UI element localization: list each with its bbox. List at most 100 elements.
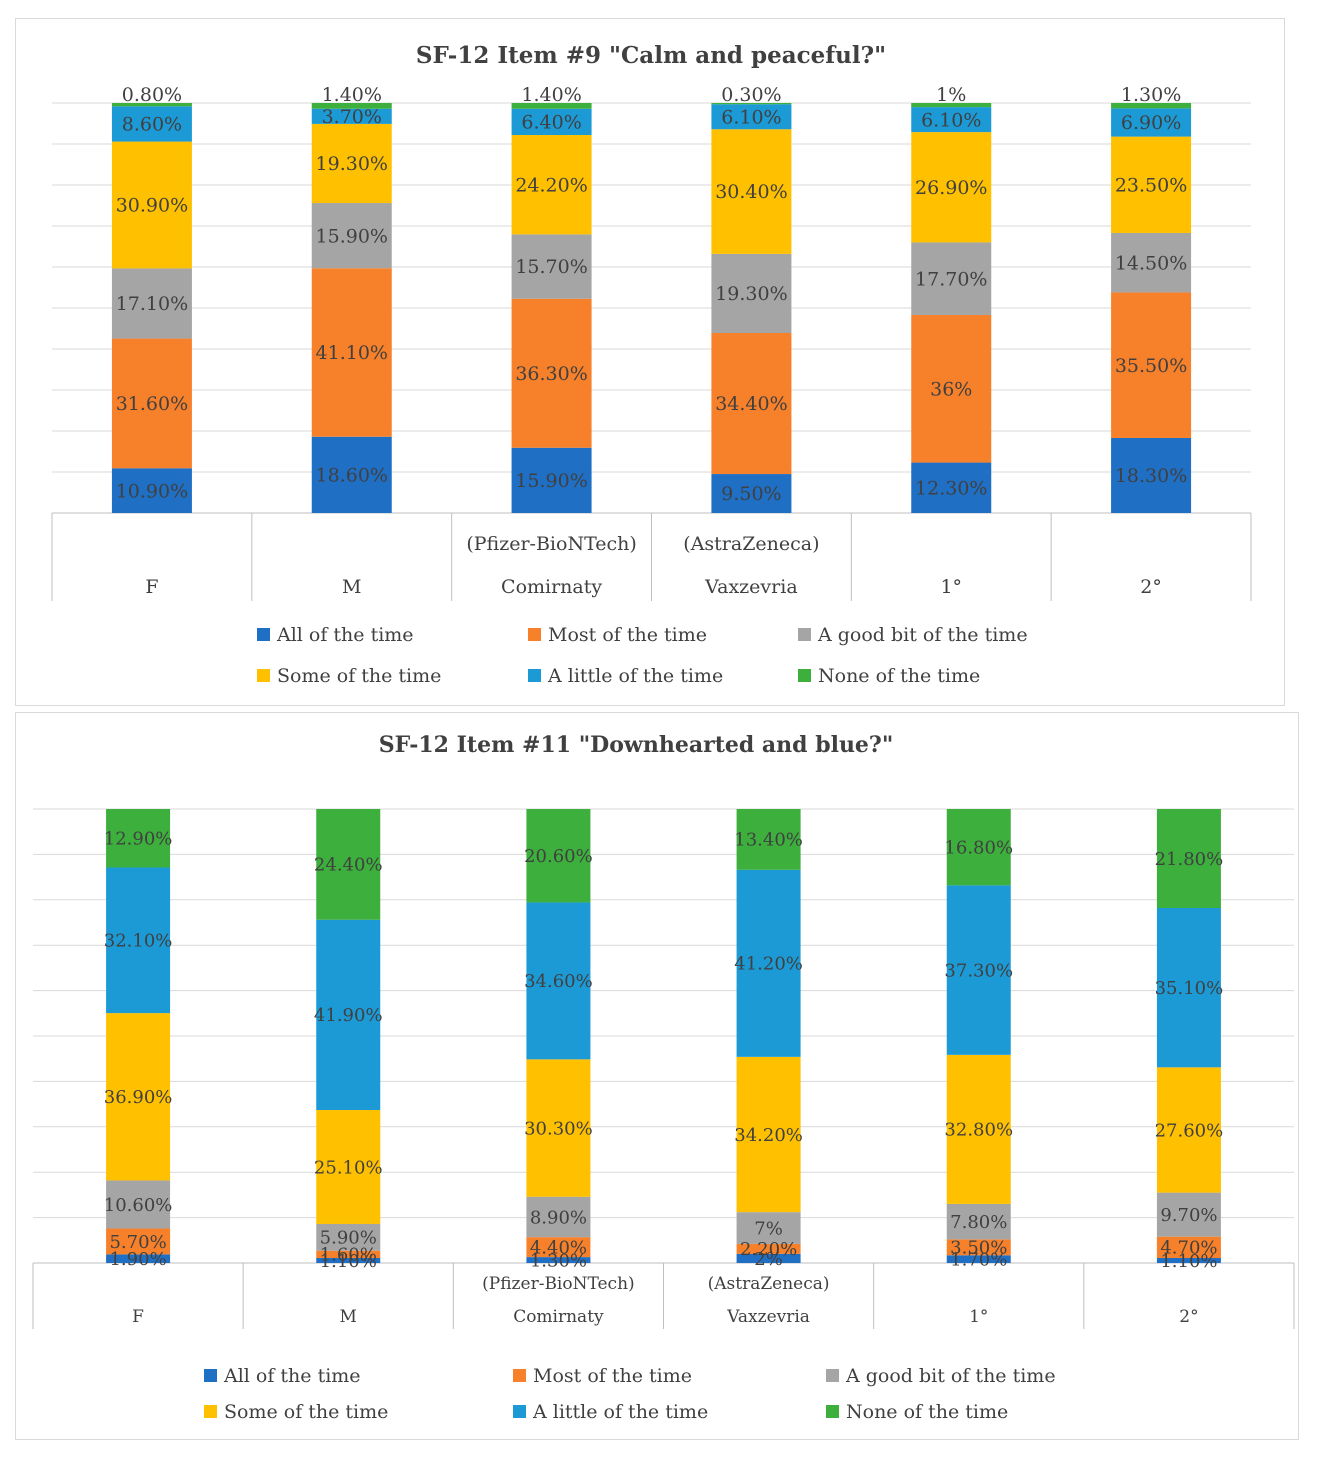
data-label: 6.10% — [921, 109, 981, 131]
bar-segment-some-of-the-time — [1156, 1067, 1221, 1193]
data-label: 8.90% — [530, 1207, 587, 1228]
bar-segment-a-good-bit-of-the-time — [526, 1196, 591, 1238]
data-label: 6.10% — [721, 106, 781, 128]
bar-segment-a-good-bit-of-the-time — [511, 234, 592, 299]
data-label: 14.50% — [1115, 252, 1187, 274]
data-label: 18.60% — [316, 465, 388, 487]
legend-swatch — [204, 1369, 217, 1382]
bar-segment-some-of-the-time — [311, 123, 392, 204]
bar-segment-a-good-bit-of-the-time — [946, 1203, 1011, 1240]
legend-swatch — [826, 1369, 839, 1382]
bar-segment-all-of-the-time — [106, 1254, 171, 1263]
bar-segment-a-little-of-the-time — [311, 108, 392, 124]
bar-segment-all-of-the-time — [111, 468, 192, 513]
x-tick-sublabel: (Pfizer-BioNTech) — [466, 533, 636, 555]
bar-segment-a-little-of-the-time — [736, 869, 801, 1057]
bar-segment-a-little-of-the-time — [111, 106, 192, 142]
data-label: 31.60% — [116, 393, 188, 415]
bar-segment-some-of-the-time — [526, 1059, 591, 1197]
data-label: 1.70% — [950, 1249, 1007, 1270]
bar-segment-a-good-bit-of-the-time — [311, 203, 392, 269]
data-label: 17.70% — [915, 268, 987, 290]
bar-segment-some-of-the-time — [111, 141, 192, 269]
data-label: 32.10% — [104, 931, 173, 952]
data-label: 3.70% — [322, 106, 382, 128]
data-label: 17.10% — [116, 293, 188, 315]
data-label: 41.20% — [734, 954, 803, 975]
x-tick-sublabel: (AstraZeneca) — [683, 533, 819, 555]
bar-segment-none-of-the-time — [106, 809, 171, 868]
data-label: 30.90% — [116, 195, 188, 217]
bar-segment-a-good-bit-of-the-time — [1111, 232, 1192, 293]
data-label: 10.90% — [116, 480, 188, 502]
legend-label: Some of the time — [224, 1401, 388, 1423]
data-label: 7% — [754, 1218, 783, 1239]
bar-segment-all-of-the-time — [316, 1258, 381, 1263]
x-tick-label: M — [340, 1307, 357, 1327]
data-label: 13.40% — [734, 830, 803, 851]
legend-swatch — [528, 628, 541, 641]
x-tick-label: F — [132, 1307, 144, 1327]
data-label: 2% — [754, 1249, 783, 1270]
bar-segment-a-little-of-the-time — [1111, 108, 1192, 137]
bar-segment-a-little-of-the-time — [946, 885, 1011, 1055]
data-label: 21.80% — [1155, 849, 1224, 870]
legend-label: All of the time — [223, 1365, 361, 1387]
data-label: 35.10% — [1155, 978, 1224, 999]
data-label: 9.70% — [1160, 1205, 1217, 1226]
bar-segment-none-of-the-time — [526, 809, 591, 903]
data-label: 23.50% — [1115, 174, 1187, 196]
legend-swatch — [513, 1369, 526, 1382]
bar-segment-none-of-the-time — [711, 103, 792, 105]
x-tick-label: Vaxzevria — [704, 576, 798, 598]
data-label: 1.40% — [322, 84, 382, 106]
bar-segment-most-of-the-time — [526, 1237, 591, 1258]
bar-segment-none-of-the-time — [1156, 809, 1221, 908]
data-label: 19.30% — [715, 283, 787, 305]
data-label: 36.30% — [515, 363, 587, 385]
x-tick-sublabel: (Pfizer-BioNTech) — [482, 1274, 635, 1294]
data-label: 2.20% — [740, 1239, 797, 1260]
data-label: 15.90% — [316, 225, 388, 247]
data-label: 18.30% — [1115, 465, 1187, 487]
bar-segment-all-of-the-time — [511, 447, 592, 513]
legend-swatch — [826, 1405, 839, 1418]
data-label: 1.30% — [530, 1250, 587, 1271]
bar-segment-all-of-the-time — [911, 462, 992, 513]
bar-segment-most-of-the-time — [736, 1243, 801, 1254]
bar-segment-none-of-the-time — [946, 809, 1011, 886]
bar-segment-most-of-the-time — [511, 298, 592, 448]
data-label: 3.50% — [950, 1238, 1007, 1259]
data-label: 1% — [936, 84, 966, 106]
chart-downhearted-blue: SF-12 Item #11 "Downhearted and blue?" 1… — [32, 732, 1295, 1423]
bar-segment-most-of-the-time — [1156, 1236, 1221, 1259]
bar-segment-most-of-the-time — [946, 1239, 1011, 1256]
bar-segment-a-little-of-the-time — [526, 902, 591, 1060]
x-tick-label: Comirnaty — [501, 576, 602, 598]
bar-segment-a-little-of-the-time — [911, 107, 992, 133]
data-label: 20.60% — [524, 846, 593, 867]
data-label: 10.60% — [104, 1195, 173, 1216]
chart-title: SF-12 Item #9 "Calm and peaceful?" — [416, 42, 886, 69]
data-label: 12.90% — [104, 829, 173, 850]
bar-segment-some-of-the-time — [736, 1056, 801, 1213]
data-label: 0.80% — [122, 84, 182, 106]
data-label: 15.90% — [515, 470, 587, 492]
data-label: 1.30% — [1121, 84, 1181, 106]
data-label: 24.40% — [314, 855, 383, 876]
bar-segment-some-of-the-time — [511, 135, 592, 235]
bar-segment-none-of-the-time — [316, 809, 381, 920]
bar-segment-most-of-the-time — [316, 1250, 381, 1259]
bar-segment-all-of-the-time — [711, 474, 792, 513]
x-tick-label: Vaxzevria — [726, 1307, 810, 1327]
bar-segment-most-of-the-time — [1111, 292, 1192, 438]
data-label: 16.80% — [944, 837, 1013, 858]
legend-label: A good bit of the time — [817, 624, 1028, 646]
x-tick-label: M — [342, 576, 361, 598]
x-tick-label: 2° — [1179, 1307, 1198, 1327]
bar-segment-most-of-the-time — [311, 268, 392, 437]
chart-panel-downhearted-blue: SF-12 Item #11 "Downhearted and blue?" 1… — [15, 712, 1299, 1440]
bar-segment-a-good-bit-of-the-time — [316, 1223, 381, 1251]
legend-label: A little of the time — [532, 1401, 708, 1423]
legend-label: None of the time — [846, 1401, 1008, 1423]
